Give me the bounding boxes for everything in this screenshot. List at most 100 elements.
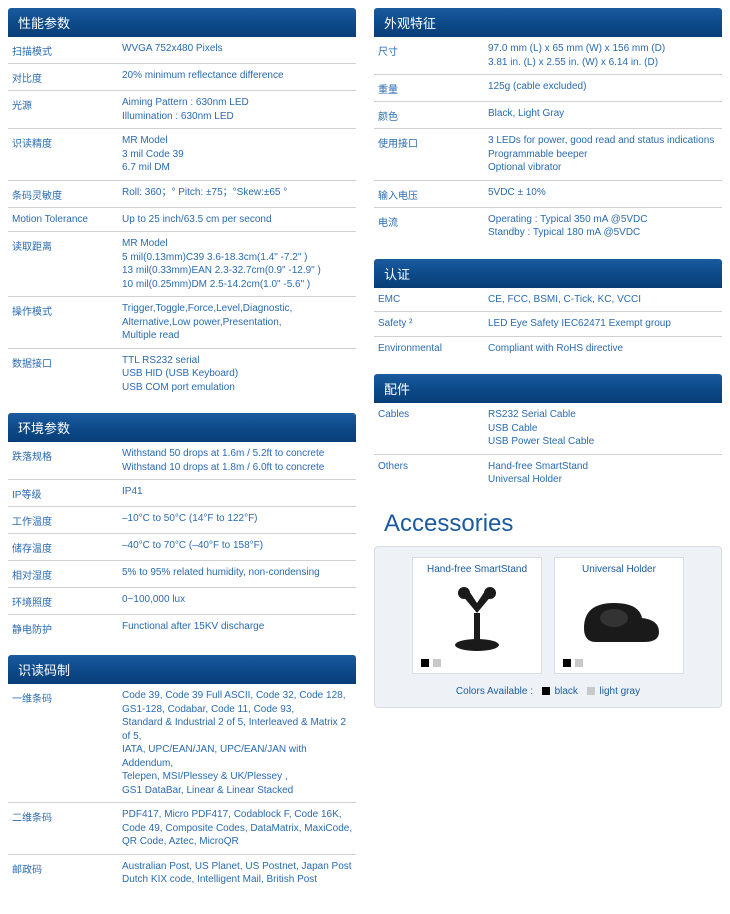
- spec-value: –10°C to 50°C (14°F to 122°F): [122, 512, 258, 526]
- spec-value: Code 39, Code 39 Full ASCII, Code 32, Co…: [122, 689, 356, 797]
- spec-label: Safety ²: [378, 317, 488, 329]
- section-title: 外观特征: [374, 8, 722, 37]
- spec-row: 电流Operating : Typical 350 mA @5VDC Stand…: [374, 208, 722, 245]
- spec-value: Black, Light Gray: [488, 107, 564, 121]
- spec-row: EnvironmentalCompliant with RoHS directi…: [374, 337, 722, 361]
- spec-label: Environmental: [378, 342, 488, 354]
- spec-row: 尺寸97.0 mm (L) x 65 mm (W) x 156 mm (D) 3…: [374, 37, 722, 75]
- spec-value: Hand-free SmartStand Universal Holder: [488, 460, 588, 487]
- spec-row: 读取距离MR Model 5 mil(0.13mm)C39 3.6-18.3cm…: [8, 232, 356, 297]
- spec-row: 对比度20% minimum reflectance difference: [8, 64, 356, 91]
- swatch-black: [542, 687, 550, 695]
- accessories-heading: Accessories: [374, 506, 722, 546]
- spec-label: Others: [378, 460, 488, 472]
- spec-label: 跌落规格: [12, 447, 122, 463]
- accessories-box: Hand-free SmartStand: [374, 546, 722, 708]
- spec-label: 储存温度: [12, 539, 122, 555]
- section-title: 识读码制: [8, 655, 356, 684]
- spec-value: –40°C to 70°C (–40°F to 158°F): [122, 539, 263, 553]
- color-gray-label: light gray: [600, 686, 641, 697]
- spec-row: 相对湿度5% to 95% related humidity, non-cond…: [8, 561, 356, 588]
- environment-section: 环境参数 跌落规格Withstand 50 drops at 1.6m / 5.…: [8, 413, 356, 641]
- spec-row: IP等级IP41: [8, 480, 356, 507]
- spec-value: 125g (cable excluded): [488, 80, 586, 94]
- spec-label: 输入电压: [378, 186, 488, 202]
- accessory-card-smartstand: Hand-free SmartStand: [412, 557, 542, 674]
- swatch-gray: [575, 659, 583, 667]
- spec-value: CE, FCC, BSMI, C-Tick, KC, VCCI: [488, 293, 641, 307]
- spec-row: 重量125g (cable excluded): [374, 75, 722, 102]
- accessories-items: Hand-free SmartStand: [385, 557, 711, 674]
- spec-value: MR Model 3 mil Code 39 6.7 mil DM: [122, 134, 184, 175]
- spec-row: 跌落规格Withstand 50 drops at 1.6m / 5.2ft t…: [8, 442, 356, 480]
- spec-value: 5% to 95% related humidity, non-condensi…: [122, 566, 320, 580]
- spec-row: EMCCE, FCC, BSMI, C-Tick, KC, VCCI: [374, 288, 722, 313]
- spec-value: 97.0 mm (L) x 65 mm (W) x 156 mm (D) 3.8…: [488, 42, 665, 69]
- accessories-showcase: Accessories Hand-free SmartStand: [374, 506, 722, 708]
- spec-row: 操作模式Trigger,Toggle,Force,Level,Diagnosti…: [8, 297, 356, 349]
- spec-label: Motion Tolerance: [12, 213, 122, 225]
- spec-row: OthersHand-free SmartStand Universal Hol…: [374, 455, 722, 492]
- right-column: 外观特征 尺寸97.0 mm (L) x 65 mm (W) x 156 mm …: [374, 8, 722, 708]
- spec-row: 环境照度0~100,000 lux: [8, 588, 356, 615]
- spec-value: MR Model 5 mil(0.13mm)C39 3.6-18.3cm(1.4…: [122, 237, 321, 291]
- spec-row: Safety ²LED Eye Safety IEC62471 Exempt g…: [374, 312, 722, 337]
- spec-row: 输入电压5VDC ± 10%: [374, 181, 722, 208]
- spec-row: 一维条码Code 39, Code 39 Full ASCII, Code 32…: [8, 684, 356, 803]
- spec-value: WVGA 752x480 Pixels: [122, 42, 223, 56]
- spec-value: RS232 Serial Cable USB Cable USB Power S…: [488, 408, 594, 449]
- performance-section: 性能参数 扫描模式WVGA 752x480 Pixels 对比度20% mini…: [8, 8, 356, 399]
- spec-value: 0~100,000 lux: [122, 593, 185, 607]
- spec-label: 重量: [378, 80, 488, 96]
- spec-value: PDF417, Micro PDF417, Codablock F, Code …: [122, 808, 352, 849]
- spec-label: 颜色: [378, 107, 488, 123]
- holder-icon: [569, 579, 669, 657]
- spec-row: 邮政码Australian Post, US Planet, US Postne…: [8, 855, 356, 892]
- spec-value: 5VDC ± 10%: [488, 186, 546, 200]
- swatch-gray: [587, 687, 595, 695]
- spec-value: Withstand 50 drops at 1.6m / 5.2ft to co…: [122, 447, 324, 474]
- spec-value: Australian Post, US Planet, US Postnet, …: [122, 860, 352, 887]
- spec-value: Roll: 360；° Pitch: ±75；°Skew:±65 °: [122, 186, 287, 200]
- spec-label: 一维条码: [12, 689, 122, 705]
- section-title: 配件: [374, 374, 722, 403]
- spec-label: Cables: [378, 408, 488, 420]
- spec-value: 3 LEDs for power, good read and status i…: [488, 134, 714, 175]
- spec-value: Up to 25 inch/63.5 cm per second: [122, 213, 272, 227]
- spec-row: 条码灵敏度Roll: 360；° Pitch: ±75；°Skew:±65 °: [8, 181, 356, 208]
- spec-value: Compliant with RoHS directive: [488, 342, 623, 356]
- spec-value: 20% minimum reflectance difference: [122, 69, 284, 83]
- spec-value: Aiming Pattern : 630nm LED Illumination …: [122, 96, 249, 123]
- spec-label: 工作温度: [12, 512, 122, 528]
- spec-label: 静电防护: [12, 620, 122, 636]
- accessory-title: Universal Holder: [582, 562, 656, 579]
- spec-row: 工作温度–10°C to 50°C (14°F to 122°F): [8, 507, 356, 534]
- spec-row: 数据接口TTL RS232 serial USB HID (USB Keyboa…: [8, 349, 356, 400]
- swatch-gray: [433, 659, 441, 667]
- spec-row: 储存温度–40°C to 70°C (–40°F to 158°F): [8, 534, 356, 561]
- physical-section: 外观特征 尺寸97.0 mm (L) x 65 mm (W) x 156 mm …: [374, 8, 722, 245]
- spec-label: 识读精度: [12, 134, 122, 150]
- spec-label: 尺寸: [378, 42, 488, 58]
- spec-label: 扫描模式: [12, 42, 122, 58]
- color-swatches: [555, 657, 583, 667]
- spec-label: IP等级: [12, 485, 122, 501]
- spec-row: 二维条码PDF417, Micro PDF417, Codablock F, C…: [8, 803, 356, 855]
- symbology-section: 识读码制 一维条码Code 39, Code 39 Full ASCII, Co…: [8, 655, 356, 892]
- spec-label: 邮政码: [12, 860, 122, 876]
- colors-label: Colors Available :: [456, 686, 533, 697]
- spec-row: 光源Aiming Pattern : 630nm LED Illuminatio…: [8, 91, 356, 129]
- accessory-card-holder: Universal Holder: [554, 557, 684, 674]
- accessory-title: Hand-free SmartStand: [427, 562, 527, 579]
- spec-row: 颜色Black, Light Gray: [374, 102, 722, 129]
- smartstand-icon: [427, 579, 527, 657]
- spec-label: 环境照度: [12, 593, 122, 609]
- section-title: 性能参数: [8, 8, 356, 37]
- section-title: 环境参数: [8, 413, 356, 442]
- spec-label: 二维条码: [12, 808, 122, 824]
- spec-value: TTL RS232 serial USB HID (USB Keyboard) …: [122, 354, 238, 395]
- spec-label: 对比度: [12, 69, 122, 85]
- color-black-label: black: [555, 686, 578, 697]
- spec-value: Functional after 15KV discharge: [122, 620, 264, 634]
- spec-label: 操作模式: [12, 302, 122, 318]
